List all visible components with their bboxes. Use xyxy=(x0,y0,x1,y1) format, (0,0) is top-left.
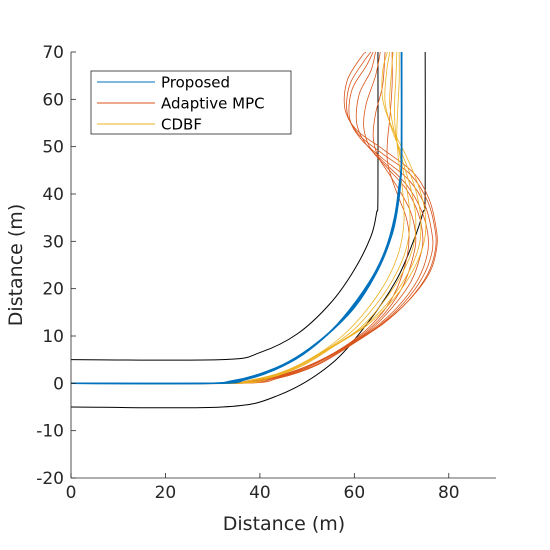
trajectory-proposed-run-4 xyxy=(70,51,403,385)
legend: Proposed Adaptive MPC CDBF xyxy=(90,70,292,135)
x-axis-title: Distance (m) xyxy=(223,513,345,535)
legend-label-adaptive-mpc: Adaptive MPC xyxy=(161,95,265,113)
x-tick-label: 40 xyxy=(249,483,271,503)
trajectory-adaptive-mpc-run-7 xyxy=(70,51,438,385)
trajectory-cdbf-run-3 xyxy=(70,51,417,385)
y-axis-title: Distance (m) xyxy=(5,204,27,326)
trajectory-adaptive-mpc-run-6 xyxy=(70,51,437,385)
x-tick-label: 20 xyxy=(155,483,177,503)
trajectory-cdbf-run-2 xyxy=(70,51,411,385)
trajectory-adaptive-mpc-run-4 xyxy=(70,51,429,385)
y-tick-label: 10 xyxy=(42,327,64,347)
x-tick-label: 80 xyxy=(438,483,460,503)
axes: 0 20 40 60 80 -20 -10 0 10 20 30 40 50 60 70 xyxy=(36,43,496,503)
trajectory-cdbf-run-5 xyxy=(70,51,427,385)
legend-label-proposed: Proposed xyxy=(161,74,230,92)
y-tick-label: -10 xyxy=(36,422,64,442)
trajectory-adaptive-mpc-run-5 xyxy=(70,51,434,385)
y-tick-label: 30 xyxy=(42,232,64,252)
road-boundary-inner xyxy=(70,51,379,361)
y-tick-label: 60 xyxy=(42,90,64,110)
x-tick-label: 0 xyxy=(66,483,77,503)
trajectory-series xyxy=(70,51,438,385)
y-tick-label: -20 xyxy=(36,469,64,489)
y-tick-label: 0 xyxy=(53,374,64,394)
y-tick-label: 20 xyxy=(42,280,64,300)
y-tick-label: 40 xyxy=(42,185,64,205)
trajectory-cdbf-run-1 xyxy=(70,51,405,384)
legend-label-cdbf: CDBF xyxy=(161,116,202,134)
y-tick-label: 50 xyxy=(42,138,64,158)
y-tick-label: 70 xyxy=(42,43,64,63)
x-tick-label: 60 xyxy=(344,483,366,503)
